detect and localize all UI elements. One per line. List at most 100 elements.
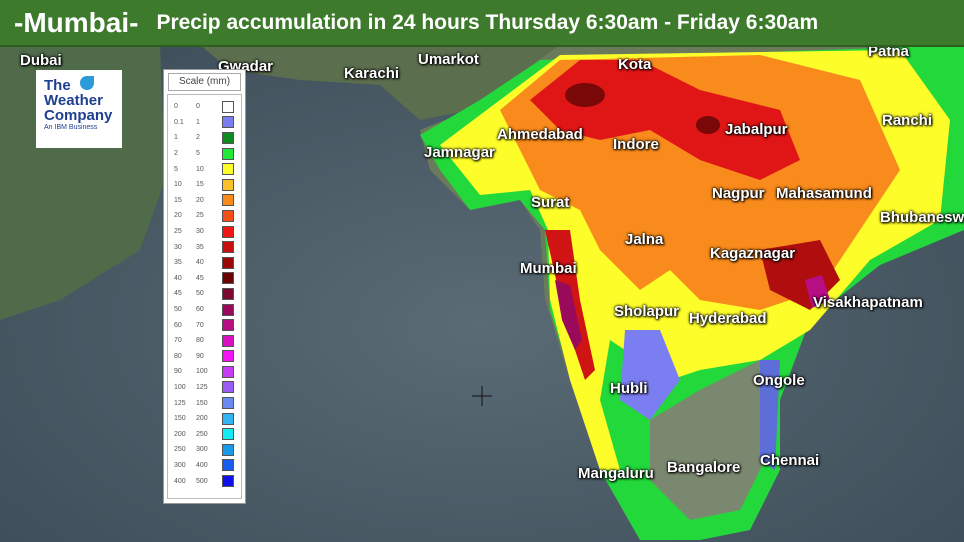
legend-row: 400 500 (168, 473, 241, 489)
legend-swatch (222, 209, 234, 222)
city-label-bhubaneswar: Bhubaneswar (880, 209, 964, 226)
legend-swatch (222, 287, 234, 300)
legend-to: 2 (196, 134, 200, 142)
legend-row: 5 10 (168, 161, 241, 177)
legend-to: 25 (196, 212, 204, 220)
legend-from: 15 (174, 196, 182, 204)
legend-from: 20 (174, 212, 182, 220)
legend-row: 50 60 (168, 302, 241, 318)
legend-swatch (222, 334, 234, 347)
legend-from: 25 (174, 228, 182, 236)
legend-row: 40 45 (168, 271, 241, 287)
city-label-ranchi: Ranchi (882, 112, 933, 129)
legend-to: 35 (196, 243, 204, 251)
title-bar: -Mumbai- Precip accumulation in 24 hours… (0, 0, 964, 47)
legend-row: 20 25 (168, 208, 241, 224)
city-label-jalna: Jalna (625, 231, 664, 248)
legend-rows: 0 0 0.1 1 1 2 2 5 5 10 10 15 15 20 20 25 25 30 30 35 35 40 40 4… (167, 94, 242, 499)
legend-from: 250 (174, 446, 186, 454)
city-label-kota: Kota (618, 56, 652, 73)
legend-swatch (222, 428, 234, 441)
city-label-umarkot: Umarkot (418, 51, 479, 68)
city-label-karachi: Karachi (344, 65, 400, 82)
legend-to: 10 (196, 165, 204, 173)
legend-title: Scale (mm) (168, 73, 241, 91)
legend-from: 40 (174, 274, 182, 282)
city-label-nagpur: Nagpur (712, 185, 765, 202)
legend-from: 10 (174, 181, 182, 189)
legend-from: 100 (174, 383, 186, 391)
legend-swatch (222, 303, 234, 316)
legend-swatch (222, 319, 234, 332)
legend-swatch (222, 256, 234, 269)
precip-purple-east (805, 275, 830, 308)
legend-row: 35 40 (168, 255, 241, 271)
city-label-mumbai: Mumbai (520, 260, 577, 277)
legend-swatch (222, 459, 234, 472)
city-label-chennai: Chennai (760, 452, 820, 469)
legend-from: 300 (174, 461, 186, 469)
east-blue-coast (760, 360, 780, 470)
legend-from: 400 (174, 477, 186, 485)
legend-swatch (222, 443, 234, 456)
legend-swatch (222, 225, 234, 238)
city-label-mahasamund: Mahasamund (776, 185, 872, 202)
legend-to: 60 (196, 306, 204, 314)
legend-swatch (222, 147, 234, 160)
legend-row: 300 400 (168, 458, 241, 474)
legend-swatch (222, 100, 234, 113)
crosshair-icon (472, 386, 492, 406)
legend-from: 50 (174, 306, 182, 314)
city-label-kagaznagar: Kagaznagar (710, 245, 796, 262)
legend-to: 45 (196, 274, 204, 282)
legend-swatch (222, 350, 234, 363)
legend-row: 200 250 (168, 426, 241, 442)
legend-row: 15 20 (168, 193, 241, 209)
legend-row: 60 70 (168, 317, 241, 333)
legend-row: 125 150 (168, 395, 241, 411)
water-drop-icon (80, 76, 94, 90)
legend-to: 300 (196, 446, 208, 454)
legend-from: 200 (174, 430, 186, 438)
city-label-ahmedabad: Ahmedabad (497, 126, 583, 143)
precip-coast-purple (555, 280, 582, 350)
legend-to: 80 (196, 337, 204, 345)
city-label-hubli: Hubli (610, 380, 648, 397)
legend-from: 60 (174, 321, 182, 329)
city-label-jabalpur: Jabalpur (725, 121, 788, 138)
legend-from: 150 (174, 415, 186, 423)
legend-to: 40 (196, 259, 204, 267)
city-label-dubai: Dubai (20, 52, 62, 69)
city-label-visakhapatnam: Visakhapatnam (813, 294, 923, 311)
city-label-surat: Surat (531, 194, 570, 211)
legend-swatch (222, 412, 234, 425)
legend-from: 30 (174, 243, 182, 251)
legend-to: 200 (196, 415, 208, 423)
legend-from: 125 (174, 399, 186, 407)
legend-to: 50 (196, 290, 204, 298)
legend-row: 25 30 (168, 224, 241, 240)
legend-to: 15 (196, 181, 204, 189)
legend-to: 90 (196, 352, 204, 360)
legend-swatch (222, 475, 234, 488)
legend-to: 400 (196, 461, 208, 469)
legend-row: 70 80 (168, 333, 241, 349)
legend-to: 30 (196, 228, 204, 236)
precip-blue-interior (620, 330, 680, 420)
legend-row: 100 125 (168, 380, 241, 396)
legend-swatch (222, 272, 234, 285)
legend-to: 500 (196, 477, 208, 485)
legend-swatch (222, 194, 234, 207)
legend-swatch (222, 241, 234, 254)
legend-swatch (222, 116, 234, 129)
legend-row: 90 100 (168, 364, 241, 380)
legend-from: 70 (174, 337, 182, 345)
legend-to: 0 (196, 103, 200, 111)
precip-scale-legend: Scale (mm) 0 0 0.1 1 1 2 2 5 5 10 10 15 15 20 20 25 25 30… (163, 69, 246, 504)
precip-maroon-jabalpur (696, 116, 720, 134)
legend-from: 2 (174, 150, 178, 158)
south-dry-land (650, 360, 770, 520)
